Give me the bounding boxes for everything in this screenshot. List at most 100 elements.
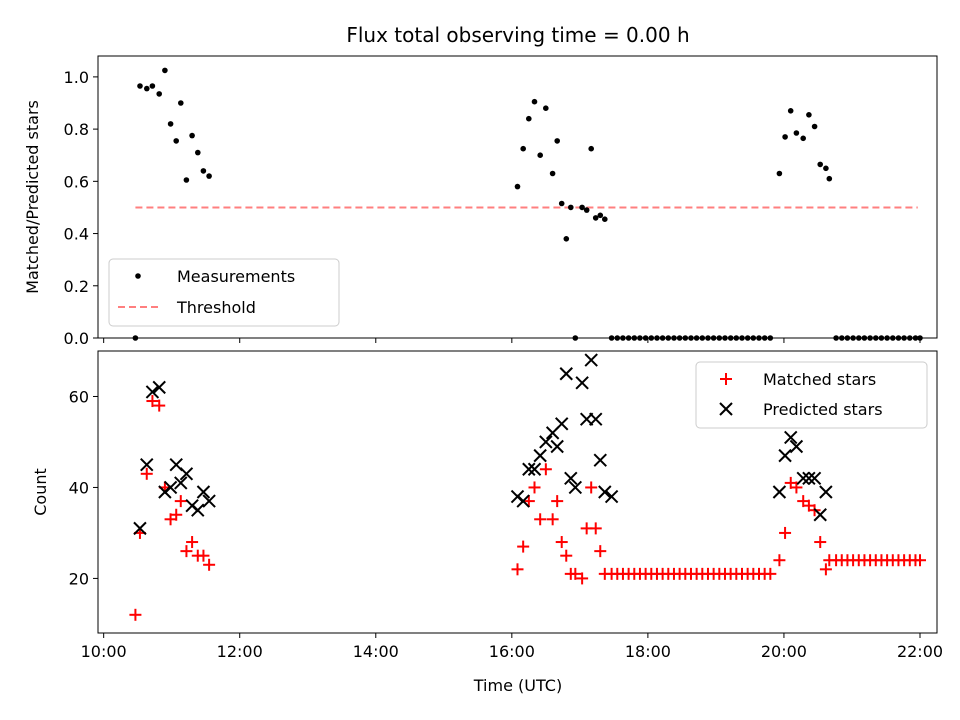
top-legend: Measurements Threshold <box>108 258 340 327</box>
matched-star-point <box>589 522 602 535</box>
predicted-star-point <box>789 439 804 454</box>
x-axis-label: Time (UTC) <box>473 676 562 695</box>
measurement-point <box>811 123 818 130</box>
bottom-plot-marks <box>129 353 926 621</box>
bottom-legend-box <box>695 361 928 429</box>
predicted-star-point <box>133 521 147 536</box>
bottom-y-axis-label: Count <box>31 468 50 516</box>
predicted-star-point <box>163 480 178 495</box>
bottom-legend: Matched stars Predicted stars <box>695 361 928 429</box>
measurement-point <box>806 112 812 118</box>
bottom-y-ticks: 20 40 60 <box>69 387 98 588</box>
top-y-tick-label: 0.6 <box>64 172 89 191</box>
matched-star-point <box>539 463 552 476</box>
measurement-point <box>597 212 604 219</box>
legend-matched-marker <box>720 373 732 385</box>
legend-threshold-label: Threshold <box>176 298 256 317</box>
measurement-point <box>144 85 150 92</box>
legend-measurements-marker <box>135 273 141 279</box>
x-tick-label: 12:00 <box>217 642 263 661</box>
top-y-tick-label: 1.0 <box>64 68 89 87</box>
measurement-point <box>823 165 829 172</box>
predicted-star-point <box>516 494 530 508</box>
measurement-point <box>793 130 800 136</box>
predicted-star-point <box>772 485 787 499</box>
measurement-point <box>558 200 565 207</box>
matched-star-point <box>146 395 159 408</box>
measurement-point <box>787 108 794 114</box>
top-x-ticks <box>103 338 921 343</box>
matched-star-point <box>528 481 541 494</box>
x-tick-label: 14:00 <box>353 642 399 661</box>
predicted-star-point <box>522 462 536 476</box>
predicted-star-point <box>784 430 798 445</box>
x-tick-label: 22:00 <box>897 642 943 661</box>
measurement-point <box>195 149 201 156</box>
measurement-point <box>173 138 179 144</box>
bottom-y-tick-label: 40 <box>69 478 89 497</box>
matched-star-point <box>186 536 199 549</box>
predicted-star-point <box>807 471 822 486</box>
matched-star-point <box>180 545 193 558</box>
x-tick-label: 20:00 <box>761 642 807 661</box>
predicted-star-point <box>604 489 619 504</box>
predicted-star-point <box>196 485 211 499</box>
matched-star-point <box>203 558 216 571</box>
measurement-point <box>568 204 574 211</box>
predicted-star-point <box>140 458 154 472</box>
top-y-tick-label: 0.4 <box>64 225 89 244</box>
top-y-tick-label: 0.0 <box>64 329 89 348</box>
predicted-star-point <box>559 367 573 381</box>
predicted-star-point <box>152 380 166 395</box>
measurement-point <box>137 83 143 89</box>
predicted-star-point <box>527 462 542 476</box>
predicted-star-point <box>539 435 553 449</box>
matched-star-point <box>594 545 607 558</box>
measurement-point <box>782 134 788 140</box>
measurement-point <box>588 145 594 152</box>
measurement-point <box>602 216 608 222</box>
bottom-axes-frame <box>97 350 938 634</box>
matched-star-point <box>814 536 827 549</box>
matched-star-point <box>517 540 530 553</box>
predicted-star-point <box>796 471 810 486</box>
measurement-point <box>554 138 560 144</box>
matched-star-point <box>197 549 210 562</box>
predicted-star-point <box>145 385 160 399</box>
measurement-point <box>826 175 833 182</box>
matched-star-point <box>819 563 832 576</box>
top-y-tick-label: 0.8 <box>64 120 89 139</box>
matched-star-point <box>153 399 166 412</box>
predicted-star-point <box>813 508 827 522</box>
matched-star-point <box>555 536 568 549</box>
predicted-star-point <box>550 439 564 454</box>
measurement-point <box>149 83 156 89</box>
top-panel: 0.0 0.2 0.4 0.6 0.8 1.0 Matched/Predicted sta… <box>23 55 938 348</box>
top-legend-box <box>108 258 340 327</box>
bottom-y-tick-label: 60 <box>69 387 89 406</box>
measurement-point <box>178 100 184 106</box>
predicted-star-point <box>202 494 216 508</box>
bottom-panel: 20 40 60 10:00 12:00 14:00 16:00 18:00 20:00 22:… <box>31 350 943 695</box>
matched-star-point <box>170 508 183 521</box>
matched-star-point <box>913 554 926 567</box>
predicted-star-point <box>568 480 583 495</box>
matched-star-point <box>140 467 153 480</box>
predicted-star-point <box>564 471 578 486</box>
measurement-point <box>531 98 538 105</box>
measurement-point <box>520 145 526 152</box>
measurement-point <box>543 105 549 111</box>
top-axes-frame <box>97 55 938 339</box>
matched-star-point <box>560 549 573 562</box>
measurement-point <box>200 168 207 174</box>
chart-title: Flux total observing time = 0.00 h <box>346 23 689 47</box>
x-tick-label: 16:00 <box>489 642 535 661</box>
predicted-star-point <box>555 417 569 431</box>
measurement-point <box>514 183 521 190</box>
matched-star-point <box>764 567 777 580</box>
matched-star-point <box>779 526 792 539</box>
measurement-point <box>537 152 543 158</box>
measurement-point <box>156 91 162 97</box>
